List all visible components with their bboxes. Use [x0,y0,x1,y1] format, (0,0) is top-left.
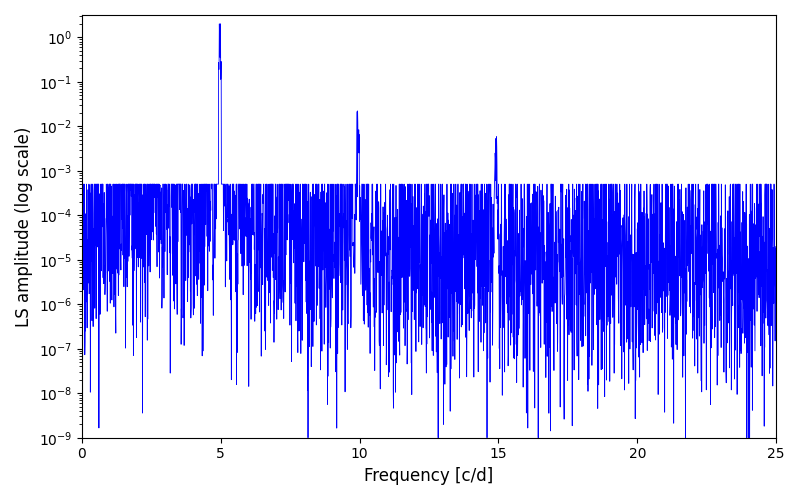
X-axis label: Frequency [c/d]: Frequency [c/d] [364,467,494,485]
Y-axis label: LS amplitude (log scale): LS amplitude (log scale) [15,126,33,326]
